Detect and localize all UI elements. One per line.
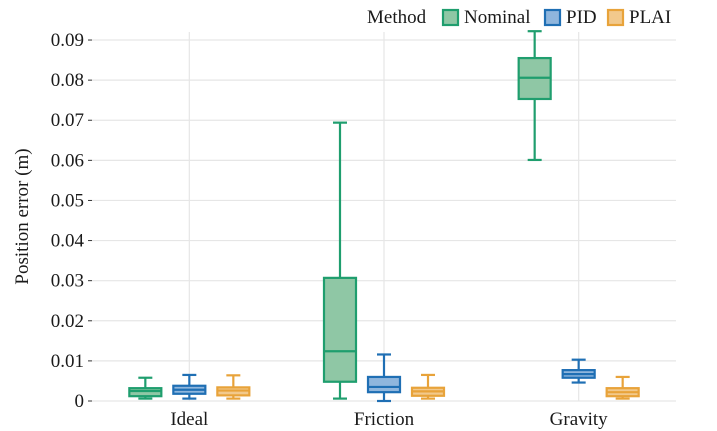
x-tick-label: Ideal (170, 409, 208, 430)
iqr-box (366, 375, 402, 394)
legend-swatch-nominal (441, 8, 460, 27)
legend: Method Nominal PID PLAI (367, 7, 671, 28)
boxes (128, 30, 640, 403)
box-nominal-ideal (128, 376, 163, 400)
box-plai-gravity (605, 375, 640, 400)
box-pid-ideal (172, 373, 207, 400)
y-tick-label: 0.06 (51, 150, 84, 171)
y-tick-label: 0.03 (51, 271, 84, 292)
y-tick-label: 0.08 (51, 70, 84, 91)
y-tick-label: 0.02 (51, 311, 84, 332)
iqr-box (322, 276, 358, 383)
iqr-box (128, 387, 163, 398)
x-axis: Ideal Friction Gravity (170, 409, 608, 430)
legend-swatch-plai (606, 8, 625, 27)
y-tick-label: 0.05 (51, 190, 84, 211)
legend-title: Method (367, 7, 427, 28)
legend-label-pid: PID (566, 7, 597, 28)
y-tick-label: 0.01 (51, 351, 84, 372)
legend-label-plai: PLAI (629, 7, 671, 28)
y-tick-label: 0.07 (51, 110, 84, 131)
box-pid-gravity (561, 358, 596, 384)
x-tick-label: Friction (354, 409, 415, 430)
grid-lines (92, 32, 676, 402)
legend-swatch-pid (543, 8, 562, 27)
x-tick-label: Gravity (550, 409, 609, 430)
legend-label-nominal: Nominal (464, 7, 531, 28)
box-nominal-friction (322, 121, 358, 400)
y-axis-title: Position error (m) (12, 148, 33, 284)
y-tick-label: 0.04 (51, 231, 85, 252)
box-pid-friction (366, 353, 402, 403)
y-axis: 0 0.01 0.02 0.03 0.04 0.05 0.06 0.07 0.08 0.09 (51, 30, 92, 412)
box-plai-friction (410, 373, 446, 400)
y-tick-label: 0.09 (51, 30, 84, 51)
box-nominal-gravity (517, 30, 552, 162)
y-tick-label: 0 (75, 391, 85, 412)
box-plai-ideal (216, 374, 251, 400)
